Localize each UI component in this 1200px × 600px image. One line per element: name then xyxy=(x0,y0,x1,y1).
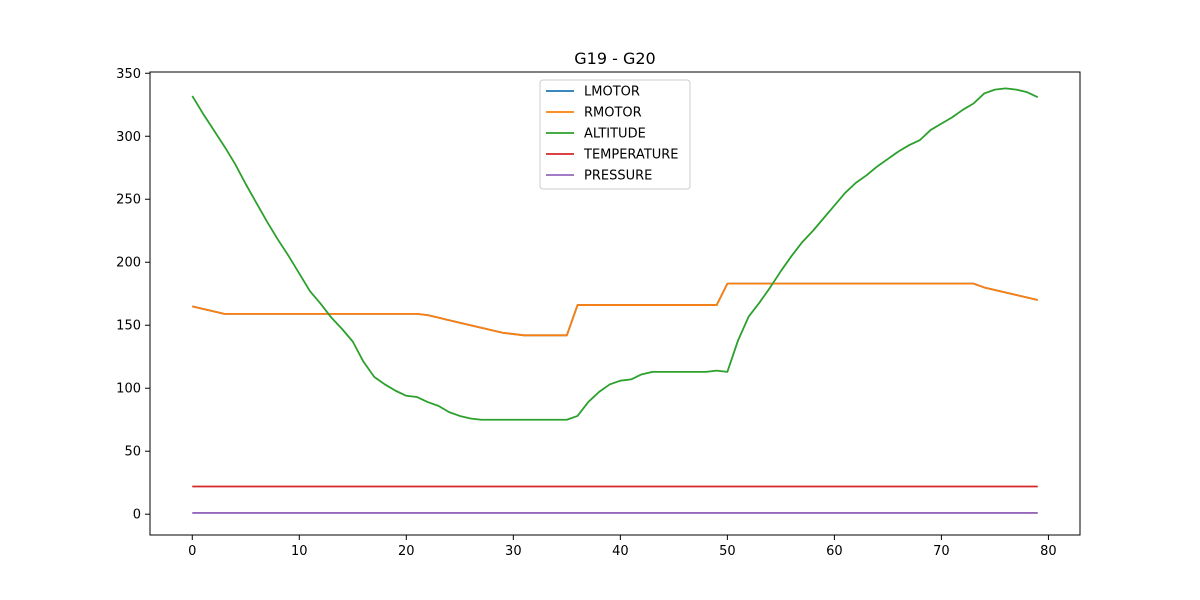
legend-label-rmotor: RMOTOR xyxy=(584,106,642,121)
x-tick-label: 10 xyxy=(291,544,308,559)
x-tick-label: 70 xyxy=(933,544,950,559)
x-tick-label: 60 xyxy=(826,544,843,559)
legend-label-temperature: TEMPERATURE xyxy=(583,148,679,163)
y-tick-label: 0 xyxy=(133,508,141,523)
x-tick-label: 50 xyxy=(719,544,736,559)
legend: LMOTOR RMOTOR ALTITUDE TEMPERATURE PRESSURE xyxy=(539,79,691,190)
series-line-altitude xyxy=(191,87,1039,421)
series-line-rmotor xyxy=(192,282,1038,337)
x-tick-label: 20 xyxy=(398,544,415,559)
series-layer xyxy=(191,87,1039,514)
y-tick-label: 300 xyxy=(116,130,141,145)
y-tick-label: 350 xyxy=(116,67,141,82)
legend-label-pressure: PRESSURE xyxy=(584,169,652,184)
x-tick-label: 40 xyxy=(612,544,629,559)
legend-box xyxy=(539,79,691,190)
y-tick-label: 200 xyxy=(116,256,141,271)
y-tick-label: 150 xyxy=(116,319,141,334)
axes-frame xyxy=(149,71,1081,536)
chart-title: G19 - G20 xyxy=(574,49,655,68)
legend-label-altitude: ALTITUDE xyxy=(584,127,646,142)
legend-label-lmotor: LMOTOR xyxy=(584,85,640,100)
x-tick-label: 80 xyxy=(1040,544,1057,559)
y-tick-label: 50 xyxy=(124,445,141,460)
axes-layer: 0 10 20 30 40 50 60 70 80 0 50 100 150 200 250 300 350 xyxy=(116,67,1081,559)
x-tick-label: 0 xyxy=(188,544,196,559)
y-tick-label: 250 xyxy=(116,193,141,208)
y-tick-label: 100 xyxy=(116,382,141,397)
x-tick-label: 30 xyxy=(505,544,522,559)
